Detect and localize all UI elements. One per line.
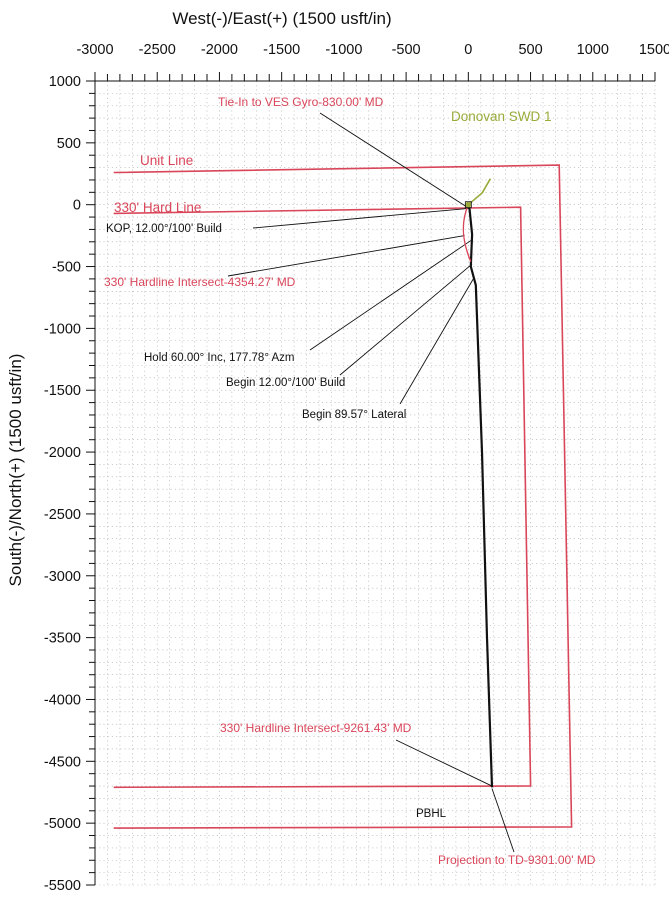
x-tick-label: 1000 <box>577 42 609 58</box>
kop-label: KOP, 12.00°/100' Build <box>106 223 222 235</box>
x-axis-title: West(-)/East(+) (1500 usft/in) <box>172 9 391 28</box>
unit-line <box>113 164 573 829</box>
y-tick-label: -500 <box>52 260 81 276</box>
y-tick-label: -1000 <box>44 321 81 337</box>
hardline-intersect-bottom-leader <box>395 739 493 787</box>
y-axis-title: South(-)/North(+) (1500 usft/in) <box>6 354 25 587</box>
lease-boundaries <box>113 164 573 829</box>
well-path-curve <box>462 204 472 262</box>
x-tick-label: -2500 <box>139 42 176 58</box>
unit-line-label: Unit Line <box>140 153 193 168</box>
y-tick-label: -4000 <box>44 692 81 708</box>
x-tick-label: 0 <box>464 42 472 58</box>
begin-build-label: Begin 12.00°/100' Build <box>226 377 345 389</box>
well-path-line <box>467 204 494 788</box>
tie-in-leader <box>319 112 468 208</box>
well-marker <box>465 201 472 208</box>
projection-td-label: Projection to TD-9301.00' MD <box>438 853 596 867</box>
pbhl-label: PBHL <box>416 808 447 820</box>
begin-build-leader <box>339 263 473 376</box>
y-tick-label: -3000 <box>44 569 81 585</box>
hardline-intersect-bottom-label: 330' Hardline Intersect-9261.43' MD <box>220 721 412 735</box>
y-tick-label: 1000 <box>49 74 81 90</box>
tie-in-label: Tie-In to VES Gyro-830.00' MD <box>218 95 384 109</box>
y-tick-label: -5500 <box>44 878 81 894</box>
hold-label: Hold 60.00° Inc, 177.78° Azm <box>144 352 294 364</box>
hard-line-label: 330' Hard Line <box>114 200 201 215</box>
x-tick-label: -500 <box>392 42 421 58</box>
begin-lateral-label: Begin 89.57° Lateral <box>302 409 406 421</box>
y-tick-label: -1500 <box>44 383 81 399</box>
x-tick-label: 500 <box>518 42 542 58</box>
y-tick-label: 0 <box>73 198 81 214</box>
x-tick-label: -2000 <box>201 42 238 58</box>
x-tick-label: -3000 <box>76 42 113 58</box>
y-tick-label: -2500 <box>44 507 81 523</box>
y-tick-label: -4500 <box>44 754 81 770</box>
hardline-intersect-top-label: 330' Hardline Intersect-4354.27' MD <box>104 275 296 289</box>
tick-marks <box>86 72 656 886</box>
labels: -3000 -2500 -2000 -1500 -1000 -500 0 500 1000 150… <box>44 42 669 894</box>
well-marker-box <box>464 201 472 209</box>
x-tick-label: 1500 <box>639 42 669 58</box>
x-tick-label: -1000 <box>325 42 362 58</box>
well-path <box>462 201 494 788</box>
well-name-label: Donovan SWD 1 <box>451 109 552 124</box>
plot-frame <box>94 80 655 885</box>
kop-leader <box>252 207 469 229</box>
hardline-intersect-top-leader <box>227 235 465 277</box>
y-tick-label: -5000 <box>44 816 81 832</box>
annotation-leaders <box>227 112 515 853</box>
grid <box>94 80 656 886</box>
x-tick-label: -1500 <box>263 42 300 58</box>
projection-td-leader <box>491 788 515 853</box>
y-tick-label: 500 <box>57 136 81 152</box>
hold-leader <box>309 240 472 351</box>
hard-line-330 <box>113 206 532 789</box>
well-label-leader <box>467 178 492 206</box>
y-tick-label: -3500 <box>44 631 81 647</box>
begin-lateral-leader <box>399 278 474 405</box>
y-tick-label: -2000 <box>44 445 81 461</box>
